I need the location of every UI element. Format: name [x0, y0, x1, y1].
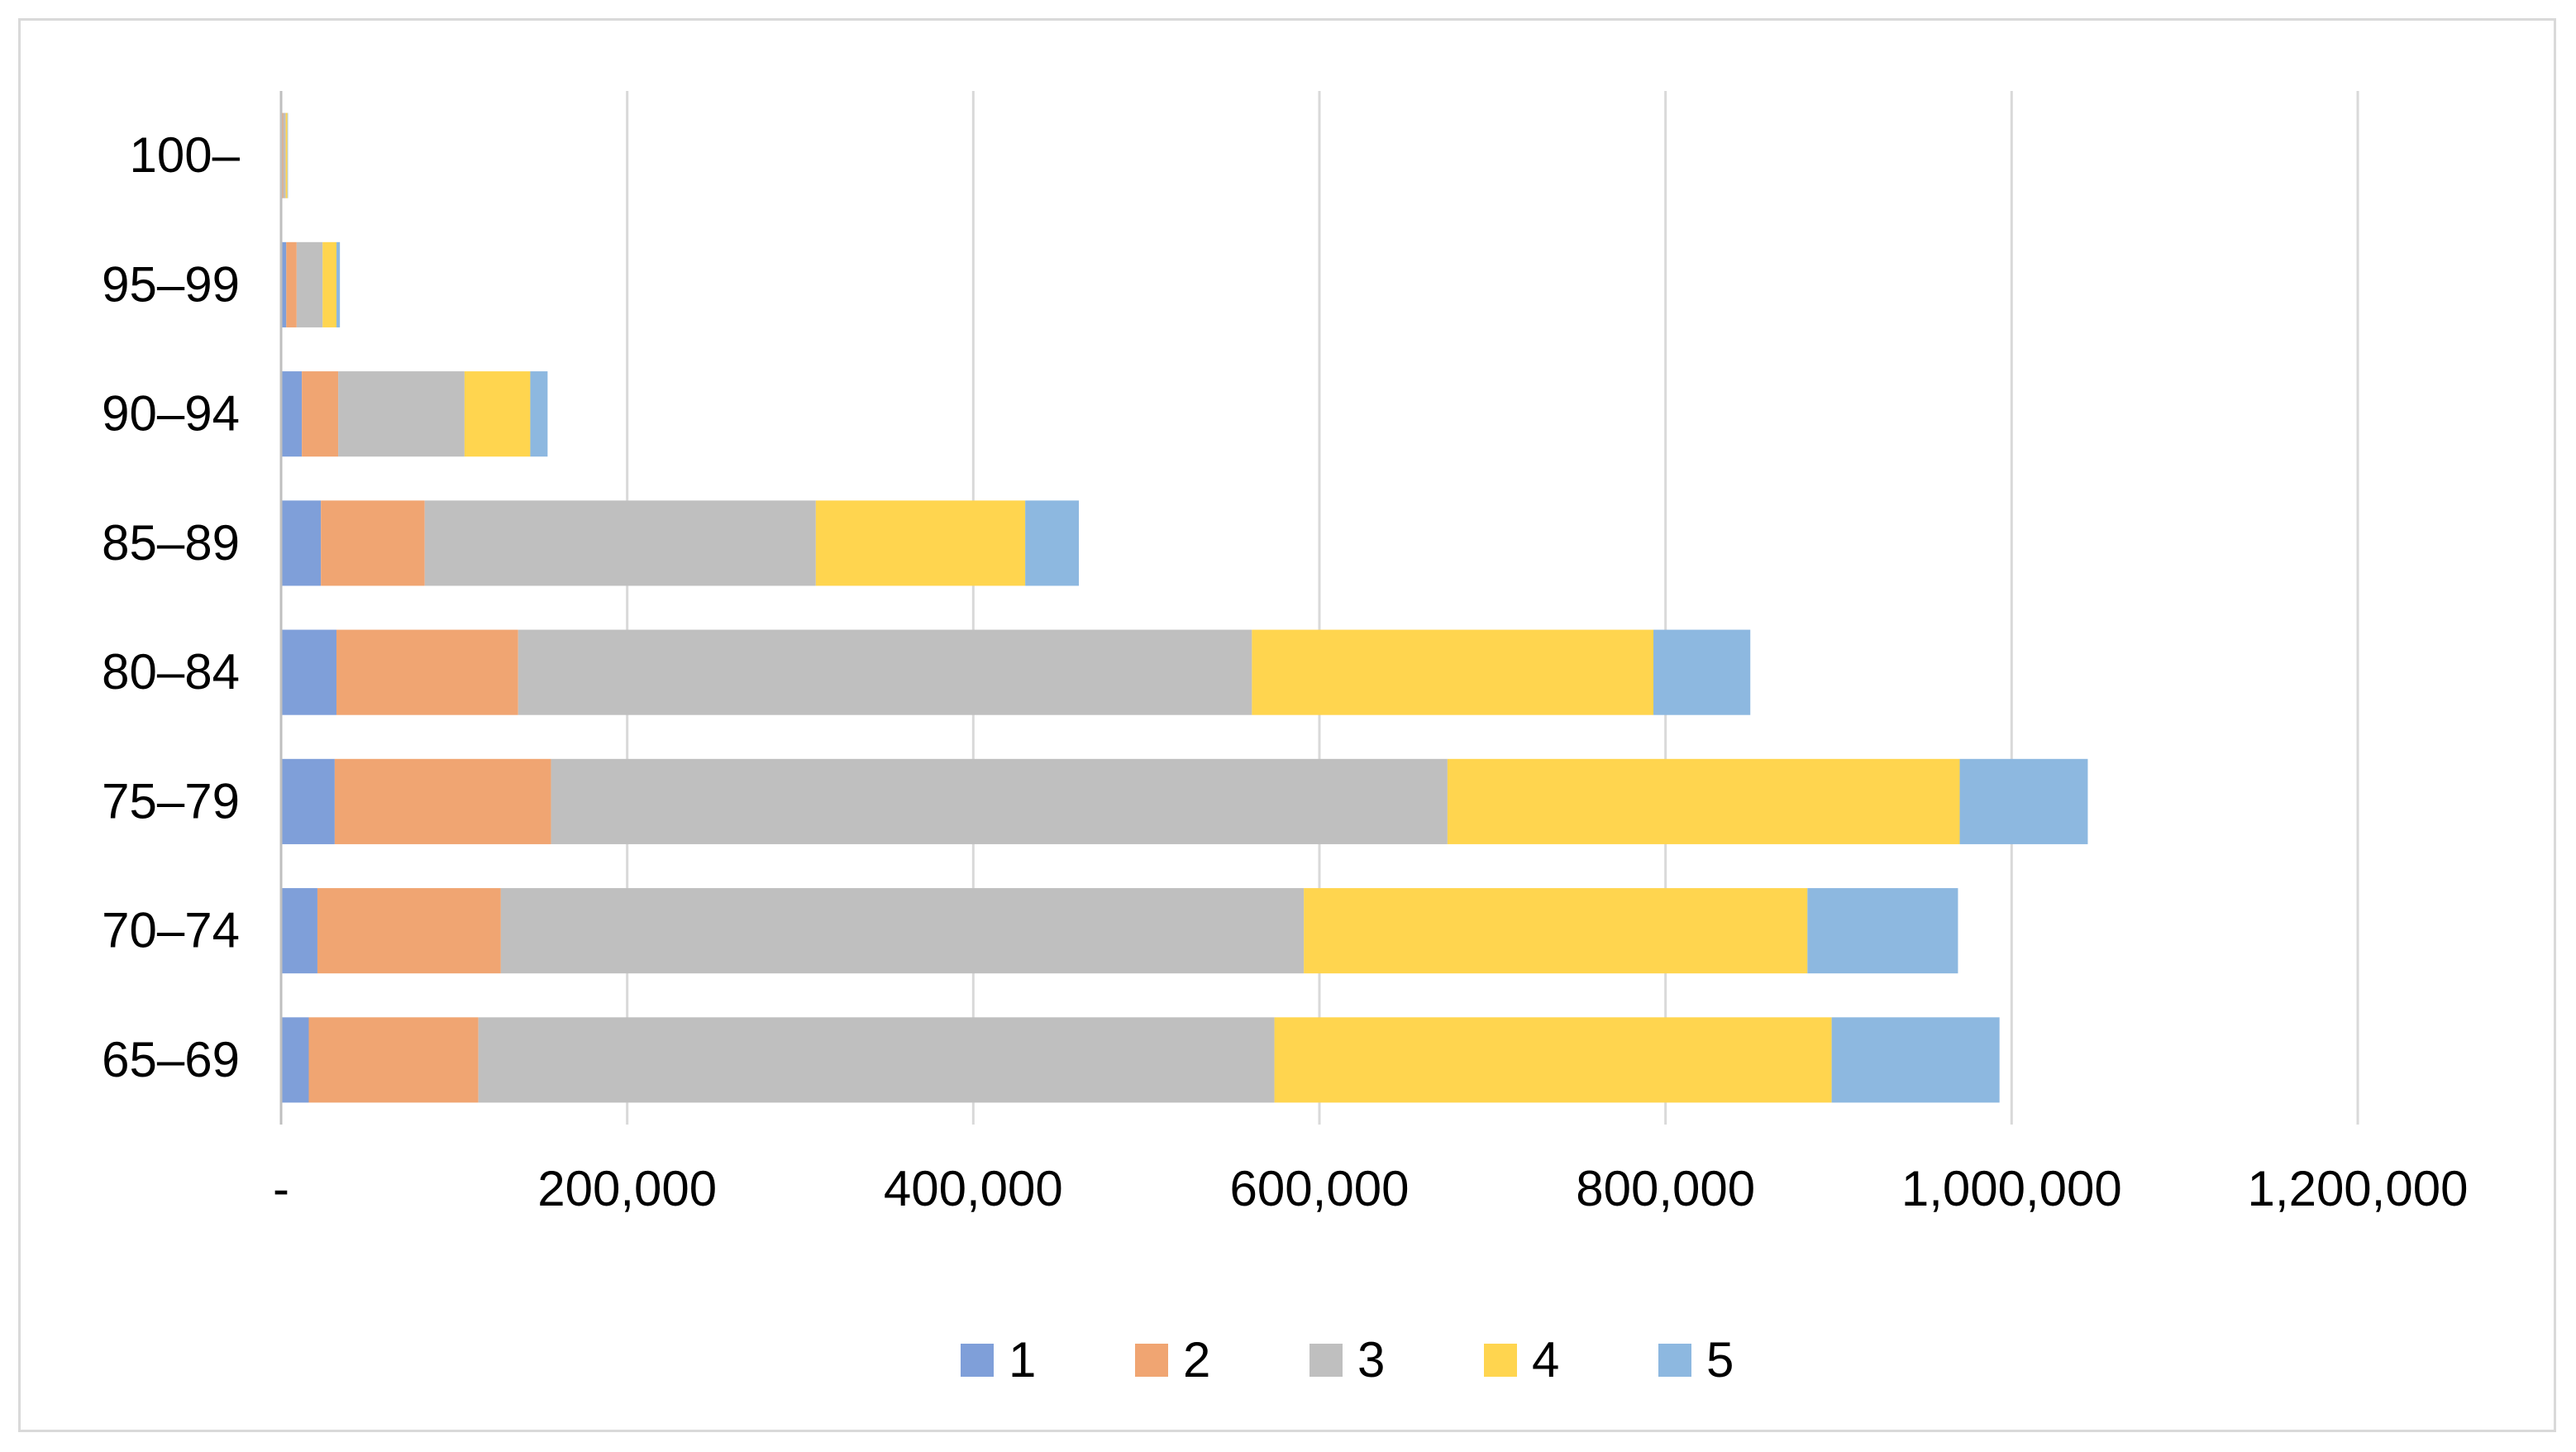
bar-85–89-series-4: [815, 500, 1026, 586]
legend-swatch-5: [1658, 1344, 1691, 1377]
bar-100–-series-4: [285, 112, 288, 198]
x-tick-labels: - 200,000 400,000 600,000 800,000 1,000,000 1,…: [273, 1161, 2468, 1216]
bar-100–-series-5: [287, 112, 289, 198]
bar-80–84-series-5: [1653, 629, 1751, 715]
legend-swatch-4: [1484, 1344, 1517, 1377]
legend-label-1: 1: [1009, 1332, 1036, 1388]
bar-95–99-series-4: [322, 241, 336, 327]
bar-90–94-series-3: [338, 371, 465, 457]
bar-90–94-series-5: [530, 371, 548, 457]
bar-75–79-series-5: [1959, 758, 2088, 844]
bar-85–89-series-3: [424, 500, 816, 586]
category-label: 95–99: [102, 256, 240, 312]
bar-85–89-series-1: [281, 500, 322, 586]
x-tick-label: -: [273, 1161, 289, 1216]
bar-95–99-series-5: [336, 241, 341, 327]
bar-80–84-series-2: [336, 629, 518, 715]
legend: 1 2 3 4 5: [961, 1332, 1734, 1388]
x-tick-label: 1,000,000: [1901, 1161, 2122, 1216]
bar-95–99-series-3: [296, 241, 323, 327]
bar-80–84-series-4: [1252, 629, 1654, 715]
bar-100–-series-2: [282, 112, 284, 198]
bar-85–89-series-5: [1025, 500, 1080, 586]
bar-90–94-series-4: [464, 371, 531, 457]
bar-90–94-series-1: [281, 371, 303, 457]
bar-85–89-series-2: [321, 500, 425, 586]
bars: [281, 112, 2088, 1103]
bar-65–69-series-4: [1274, 1017, 1832, 1103]
category-labels: 65–69 70–74 75–79 80–84 85–89 90–94 95–99 100–: [102, 127, 240, 1087]
legend-label-5: 5: [1706, 1332, 1734, 1388]
x-tick-label: 400,000: [884, 1161, 1063, 1216]
bar-70–74-series-1: [281, 888, 317, 974]
bar-80–84-series-3: [518, 629, 1252, 715]
bar-70–74-series-5: [1807, 888, 1958, 974]
bar-65–69-series-3: [478, 1017, 1275, 1103]
bar-75–79-series-3: [551, 758, 1448, 844]
bar-80–84-series-1: [281, 629, 336, 715]
bar-95–99-series-1: [281, 241, 287, 327]
legend-swatch-1: [961, 1344, 994, 1377]
category-label: 70–74: [102, 903, 240, 958]
x-tick-label: 600,000: [1230, 1161, 1410, 1216]
bar-75–79-series-4: [1447, 758, 1960, 844]
bar-65–69-series-1: [281, 1017, 309, 1103]
chart-frame: 65–69 70–74 75–79 80–84 85–89 90–94 95–99 100– …: [18, 18, 2556, 1432]
category-label: 90–94: [102, 386, 240, 442]
legend-swatch-2: [1135, 1344, 1168, 1377]
bar-75–79-series-1: [281, 758, 335, 844]
legend-label-2: 2: [1183, 1332, 1210, 1388]
x-tick-label: 1,200,000: [2248, 1161, 2469, 1216]
bar-70–74-series-3: [500, 888, 1305, 974]
category-label: 85–89: [102, 515, 240, 571]
bar-70–74-series-4: [1304, 888, 1808, 974]
bar-100–-series-3: [283, 112, 286, 198]
bar-75–79-series-2: [334, 758, 551, 844]
bar-65–69-series-5: [1831, 1017, 2000, 1103]
bar-65–69-series-2: [308, 1017, 479, 1103]
legend-swatch-3: [1309, 1344, 1343, 1377]
bar-70–74-series-2: [317, 888, 501, 974]
category-label: 65–69: [102, 1032, 240, 1087]
category-label: 100–: [130, 127, 241, 183]
x-tick-label: 800,000: [1576, 1161, 1755, 1216]
bar-90–94-series-2: [302, 371, 339, 457]
category-label: 75–79: [102, 773, 240, 829]
stacked-bar-chart: 65–6970–7475–7980–8485–8990–9495–99100– …: [102, 91, 2468, 1388]
legend-label-4: 4: [1532, 1332, 1559, 1388]
bar-95–99-series-2: [286, 241, 297, 327]
category-label: 80–84: [102, 644, 240, 700]
x-tick-label: 200,000: [537, 1161, 717, 1216]
legend-label-3: 3: [1357, 1332, 1385, 1388]
